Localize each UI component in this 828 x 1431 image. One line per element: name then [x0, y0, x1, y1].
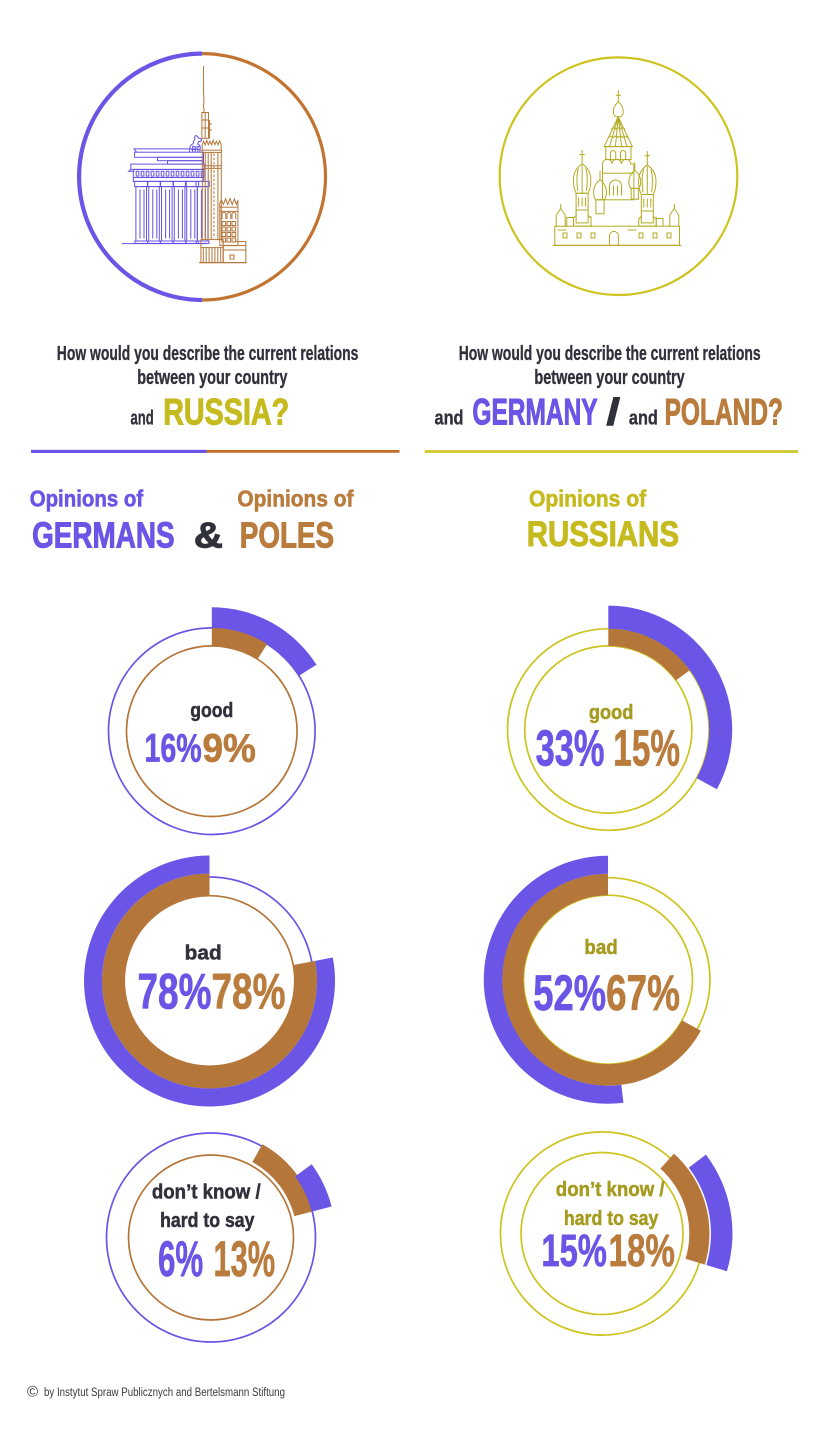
svg-text:bad: bad [185, 942, 222, 965]
svg-text:52%: 52% [533, 965, 606, 1021]
svg-text:and: and [435, 407, 464, 429]
svg-text:9%: 9% [203, 726, 256, 770]
svg-text:©: © [27, 1384, 38, 1401]
svg-text:How would you describe the cur: How would you describe the current relat… [57, 343, 359, 365]
svg-text:RUSSIANS: RUSSIANS [527, 514, 679, 554]
svg-text:GERMANY: GERMANY [472, 391, 597, 432]
svg-text:/: / [607, 391, 621, 432]
svg-text:15%: 15% [613, 720, 680, 777]
svg-text:16%: 16% [145, 726, 202, 770]
svg-text:and: and [131, 407, 154, 429]
svg-text:67%: 67% [606, 965, 680, 1021]
svg-text:Opinions of: Opinions of [529, 485, 646, 511]
svg-text:hard to say: hard to say [160, 1209, 255, 1232]
svg-text:13%: 13% [214, 1231, 276, 1287]
svg-text:&: & [194, 515, 223, 556]
svg-text:and: and [629, 407, 658, 429]
svg-text:good: good [589, 701, 633, 724]
svg-text:hard to say: hard to say [564, 1207, 659, 1230]
svg-text:78%: 78% [138, 963, 212, 1019]
svg-text:15%: 15% [541, 1225, 607, 1276]
svg-text:good: good [190, 699, 233, 722]
svg-text:GERMANS: GERMANS [32, 515, 175, 556]
svg-text:78%: 78% [212, 963, 286, 1019]
svg-text:6%: 6% [158, 1231, 203, 1287]
svg-text:POLES: POLES [240, 515, 334, 556]
svg-text:don’t know /: don’t know / [152, 1181, 261, 1204]
svg-text:between your country: between your country [534, 367, 685, 389]
svg-text:RUSSIA?: RUSSIA? [163, 391, 289, 432]
svg-text:by Instytut Spraw Publicznych: by Instytut Spraw Publicznych and Bertel… [44, 1387, 285, 1399]
svg-text:bad: bad [584, 936, 617, 959]
svg-text:33%: 33% [536, 720, 605, 777]
svg-text:How would you describe the cur: How would you describe the current relat… [459, 343, 761, 365]
svg-text:Opinions of: Opinions of [30, 485, 144, 511]
svg-text:18%: 18% [609, 1225, 675, 1276]
svg-text:don’t know /: don’t know / [556, 1178, 665, 1201]
svg-text:POLAND?: POLAND? [665, 391, 783, 432]
svg-text:between your country: between your country [137, 367, 288, 389]
svg-text:Opinions of: Opinions of [237, 485, 353, 511]
